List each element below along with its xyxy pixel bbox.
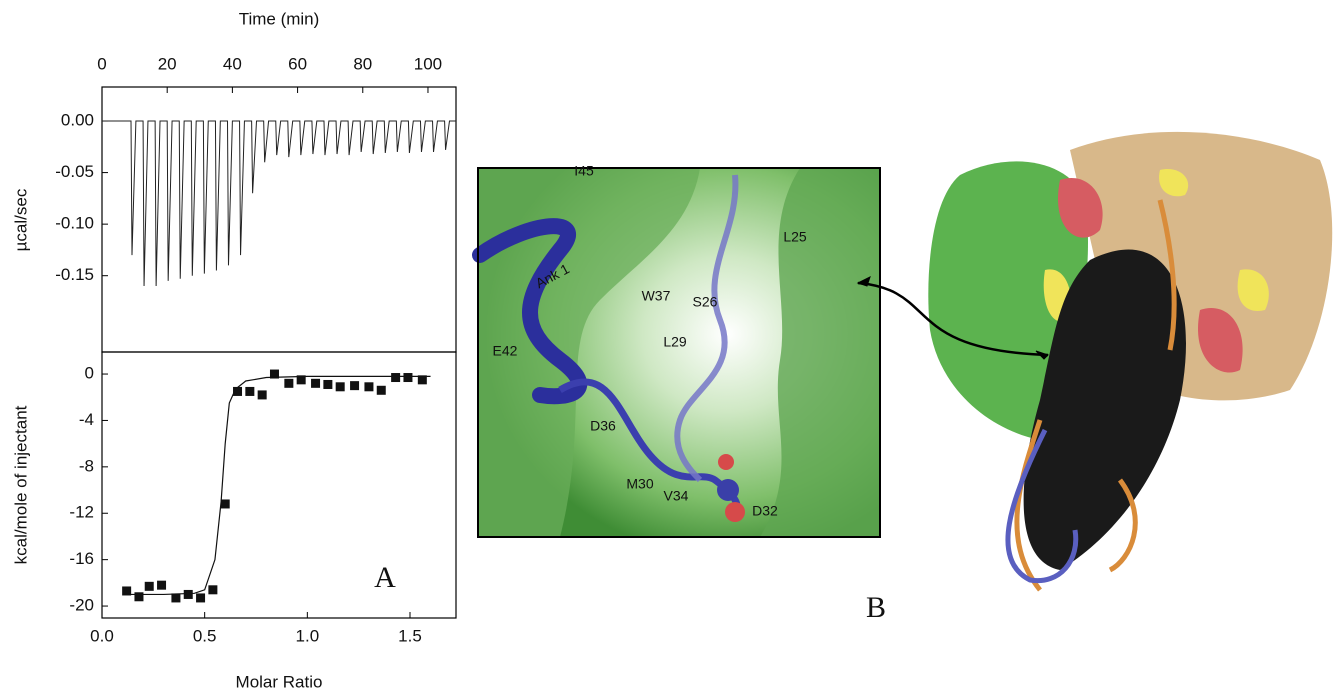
- residue-label: L25: [783, 229, 807, 245]
- marker: [376, 385, 386, 395]
- y-axis-label: kcal/mole of injectant: [11, 405, 30, 564]
- plot-frame: [101, 351, 457, 619]
- residue-label: S26: [693, 294, 718, 310]
- residue-label: E42: [493, 343, 518, 359]
- marker: [323, 379, 333, 389]
- marker: [391, 373, 401, 383]
- arrow: [857, 281, 1049, 357]
- marker: [417, 375, 427, 385]
- atom: [718, 454, 734, 470]
- marker: [144, 581, 154, 591]
- marker: [183, 589, 193, 599]
- marker: [257, 390, 267, 400]
- marker: [364, 382, 374, 392]
- helix-ribbon: [472, 218, 588, 405]
- y-tick-label: -4: [79, 410, 94, 429]
- panel-label: B: [866, 591, 886, 624]
- x-tick-label: 80: [353, 54, 372, 73]
- overview-structure: [928, 131, 1333, 592]
- arrowheads: [856, 276, 1049, 360]
- y-tick-label: -0.10: [55, 214, 94, 233]
- residue-label: D32: [752, 503, 778, 519]
- ribbons-orange: [1014, 199, 1177, 592]
- marker: [350, 381, 360, 391]
- y-tick-label: -12: [69, 503, 94, 522]
- x-tick-label: 60: [288, 54, 307, 73]
- x-tick-label: 40: [223, 54, 242, 73]
- x-tick-label: 0.5: [193, 626, 217, 645]
- marker: [403, 373, 413, 383]
- atom: [717, 479, 739, 501]
- y-tick-label: -0.15: [55, 265, 94, 284]
- x-tick-label: 0.0: [90, 626, 114, 645]
- patch-red: [1198, 308, 1243, 373]
- y-tick-label: -16: [69, 549, 94, 568]
- marker: [220, 499, 230, 509]
- marker: [134, 592, 144, 602]
- residue-label: I45: [574, 163, 594, 179]
- fit-line: [122, 375, 431, 596]
- marker: [335, 382, 345, 392]
- patch-red: [1058, 178, 1103, 238]
- x-tick-label: 0: [97, 54, 106, 73]
- residue-label: M30: [626, 476, 653, 492]
- ribbons-blue: [1005, 428, 1079, 584]
- residue-label: L29: [663, 334, 687, 350]
- marker: [311, 378, 321, 388]
- loop: [674, 174, 739, 483]
- marker: [196, 593, 206, 603]
- residue-label: V34: [664, 488, 689, 504]
- ribbons-black: [1023, 249, 1186, 571]
- marker: [122, 586, 132, 596]
- marker: [284, 378, 294, 388]
- y-tick-label: 0.00: [61, 111, 94, 130]
- marker: [269, 369, 279, 379]
- itc-trace: [102, 120, 456, 287]
- x-tick-label: 1.5: [398, 626, 422, 645]
- y-tick-label: -0.05: [55, 162, 94, 181]
- panel-frame: [477, 167, 881, 538]
- surface-lobe: [760, 168, 880, 537]
- residue-label: D36: [590, 418, 616, 434]
- marker: [245, 386, 255, 396]
- marker: [208, 585, 218, 595]
- marker: [171, 593, 181, 603]
- marker: [296, 375, 306, 385]
- surface-lobe: [478, 168, 700, 537]
- patch-yellow: [1159, 169, 1189, 197]
- y-tick-label: 0: [85, 364, 94, 383]
- y-tick-label: -20: [69, 596, 94, 615]
- y-axis-label: µcal/sec: [11, 188, 30, 251]
- x-tick-label: 20: [158, 54, 177, 73]
- x-tick-label: 100: [414, 54, 442, 73]
- x-tick-label: 1.0: [296, 626, 320, 645]
- annotation: A: [374, 561, 396, 594]
- patch-yellow: [1237, 269, 1269, 311]
- residue-label: W37: [642, 288, 671, 304]
- x-axis-label: Molar Ratio: [236, 672, 323, 691]
- y-tick-label: -8: [79, 456, 94, 475]
- marker: [233, 386, 243, 396]
- zoom-panel: [472, 167, 881, 538]
- marker: [157, 580, 167, 590]
- atom: [725, 502, 745, 522]
- axis-title: Time (min): [239, 9, 320, 28]
